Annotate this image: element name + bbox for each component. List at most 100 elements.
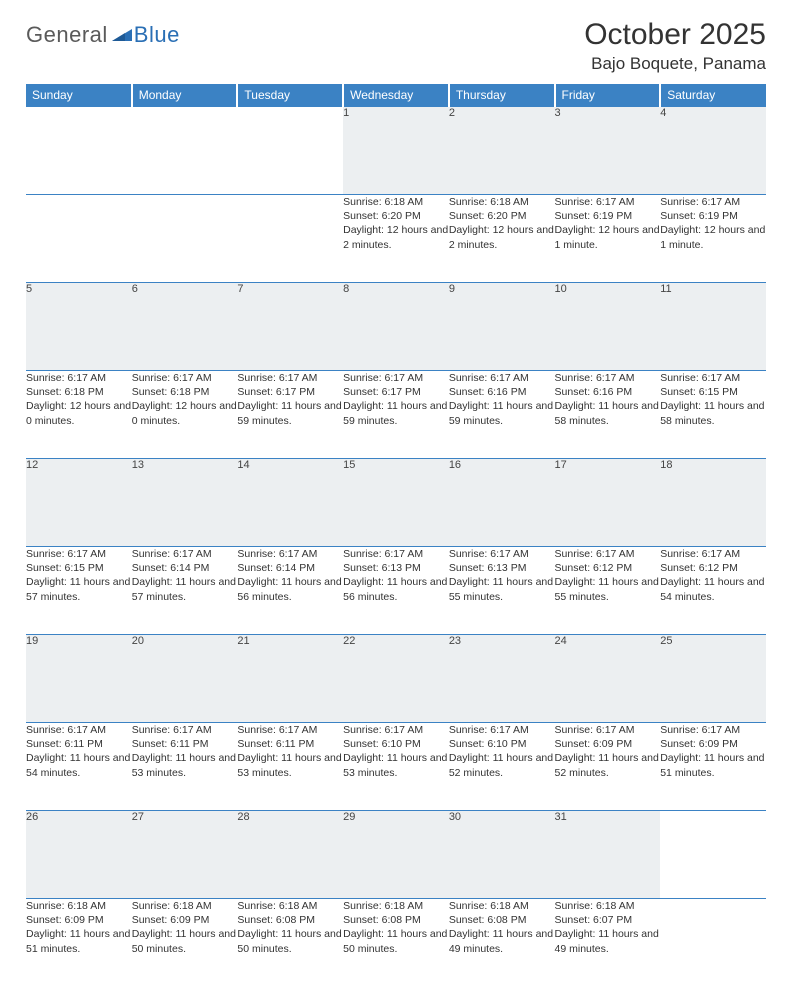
day-content-cell: Sunrise: 6:17 AMSunset: 6:15 PMDaylight:…: [660, 371, 766, 459]
title-block: October 2025 Bajo Boquete, Panama: [584, 18, 766, 74]
day-header: Monday: [132, 84, 238, 107]
day-number-cell: 20: [132, 635, 238, 723]
sunrise-text: Sunrise: 6:17 AM: [237, 371, 343, 385]
day-content-cell: Sunrise: 6:18 AMSunset: 6:09 PMDaylight:…: [132, 899, 238, 987]
week-content-row: Sunrise: 6:17 AMSunset: 6:11 PMDaylight:…: [26, 723, 766, 811]
sunset-text: Sunset: 6:11 PM: [26, 737, 132, 751]
day-header: Friday: [555, 84, 661, 107]
daylight-text: Daylight: 11 hours and 59 minutes.: [343, 399, 449, 427]
day-number-cell: 17: [555, 459, 661, 547]
daylight-text: Daylight: 12 hours and 0 minutes.: [132, 399, 238, 427]
day-number-cell: 22: [343, 635, 449, 723]
day-number-cell: 26: [26, 811, 132, 899]
sunrise-text: Sunrise: 6:18 AM: [343, 195, 449, 209]
day-content-cell: Sunrise: 6:17 AMSunset: 6:13 PMDaylight:…: [343, 547, 449, 635]
daylight-text: Daylight: 11 hours and 52 minutes.: [449, 751, 555, 779]
day-number-cell: 3: [555, 107, 661, 195]
week-daynum-row: 19202122232425: [26, 635, 766, 723]
sunset-text: Sunset: 6:12 PM: [660, 561, 766, 575]
daylight-text: Daylight: 11 hours and 58 minutes.: [555, 399, 661, 427]
daylight-text: Daylight: 11 hours and 53 minutes.: [237, 751, 343, 779]
day-number-cell: 1: [343, 107, 449, 195]
sunset-text: Sunset: 6:16 PM: [555, 385, 661, 399]
sunset-text: Sunset: 6:19 PM: [660, 209, 766, 223]
sunset-text: Sunset: 6:17 PM: [237, 385, 343, 399]
day-content-cell: Sunrise: 6:17 AMSunset: 6:11 PMDaylight:…: [26, 723, 132, 811]
day-header: Tuesday: [237, 84, 343, 107]
day-number-cell: 13: [132, 459, 238, 547]
sunrise-text: Sunrise: 6:17 AM: [26, 723, 132, 737]
sunrise-text: Sunrise: 6:17 AM: [132, 371, 238, 385]
week-daynum-row: 1234: [26, 107, 766, 195]
day-number-cell: 24: [555, 635, 661, 723]
day-content-cell: Sunrise: 6:18 AMSunset: 6:20 PMDaylight:…: [343, 195, 449, 283]
daylight-text: Daylight: 12 hours and 1 minute.: [555, 223, 661, 251]
sunrise-text: Sunrise: 6:17 AM: [343, 547, 449, 561]
day-content-cell: Sunrise: 6:17 AMSunset: 6:12 PMDaylight:…: [555, 547, 661, 635]
week-daynum-row: 567891011: [26, 283, 766, 371]
daylight-text: Daylight: 12 hours and 2 minutes.: [343, 223, 449, 251]
day-content-cell: [660, 899, 766, 987]
calendar-table: Sunday Monday Tuesday Wednesday Thursday…: [26, 84, 766, 987]
day-number-cell: 15: [343, 459, 449, 547]
calendar-body: 1234Sunrise: 6:18 AMSunset: 6:20 PMDayli…: [26, 107, 766, 987]
day-header-row: Sunday Monday Tuesday Wednesday Thursday…: [26, 84, 766, 107]
day-number-cell: 10: [555, 283, 661, 371]
day-content-cell: [237, 195, 343, 283]
daylight-text: Daylight: 11 hours and 54 minutes.: [26, 751, 132, 779]
day-content-cell: Sunrise: 6:18 AMSunset: 6:09 PMDaylight:…: [26, 899, 132, 987]
sunset-text: Sunset: 6:16 PM: [449, 385, 555, 399]
daylight-text: Daylight: 12 hours and 1 minute.: [660, 223, 766, 251]
sunset-text: Sunset: 6:13 PM: [343, 561, 449, 575]
sunrise-text: Sunrise: 6:17 AM: [132, 547, 238, 561]
day-number-cell: 19: [26, 635, 132, 723]
day-content-cell: Sunrise: 6:17 AMSunset: 6:14 PMDaylight:…: [237, 547, 343, 635]
week-content-row: Sunrise: 6:17 AMSunset: 6:15 PMDaylight:…: [26, 547, 766, 635]
sunrise-text: Sunrise: 6:17 AM: [237, 547, 343, 561]
sunset-text: Sunset: 6:11 PM: [237, 737, 343, 751]
sunset-text: Sunset: 6:13 PM: [449, 561, 555, 575]
sunset-text: Sunset: 6:09 PM: [26, 913, 132, 927]
sunrise-text: Sunrise: 6:18 AM: [449, 195, 555, 209]
day-header: Sunday: [26, 84, 132, 107]
day-number-cell: 8: [343, 283, 449, 371]
sunset-text: Sunset: 6:09 PM: [555, 737, 661, 751]
day-number-cell: 27: [132, 811, 238, 899]
day-number-cell: 23: [449, 635, 555, 723]
day-header: Saturday: [660, 84, 766, 107]
day-number-cell: [237, 107, 343, 195]
daylight-text: Daylight: 11 hours and 51 minutes.: [660, 751, 766, 779]
day-content-cell: Sunrise: 6:17 AMSunset: 6:16 PMDaylight:…: [555, 371, 661, 459]
daylight-text: Daylight: 11 hours and 58 minutes.: [660, 399, 766, 427]
daylight-text: Daylight: 11 hours and 53 minutes.: [343, 751, 449, 779]
sunset-text: Sunset: 6:19 PM: [555, 209, 661, 223]
logo-mark-icon: [112, 24, 132, 47]
day-number-cell: 12: [26, 459, 132, 547]
sunset-text: Sunset: 6:08 PM: [449, 913, 555, 927]
sunrise-text: Sunrise: 6:17 AM: [343, 723, 449, 737]
day-number-cell: 28: [237, 811, 343, 899]
sunrise-text: Sunrise: 6:17 AM: [132, 723, 238, 737]
daylight-text: Daylight: 11 hours and 49 minutes.: [555, 927, 661, 955]
sunset-text: Sunset: 6:10 PM: [343, 737, 449, 751]
daylight-text: Daylight: 11 hours and 59 minutes.: [449, 399, 555, 427]
sunrise-text: Sunrise: 6:17 AM: [26, 371, 132, 385]
day-header: Wednesday: [343, 84, 449, 107]
daylight-text: Daylight: 11 hours and 59 minutes.: [237, 399, 343, 427]
day-number-cell: [132, 107, 238, 195]
day-content-cell: Sunrise: 6:17 AMSunset: 6:17 PMDaylight:…: [343, 371, 449, 459]
day-content-cell: Sunrise: 6:17 AMSunset: 6:09 PMDaylight:…: [555, 723, 661, 811]
sunrise-text: Sunrise: 6:17 AM: [555, 195, 661, 209]
daylight-text: Daylight: 11 hours and 50 minutes.: [132, 927, 238, 955]
sunrise-text: Sunrise: 6:17 AM: [449, 371, 555, 385]
sunset-text: Sunset: 6:20 PM: [343, 209, 449, 223]
day-content-cell: Sunrise: 6:17 AMSunset: 6:11 PMDaylight:…: [132, 723, 238, 811]
daylight-text: Daylight: 11 hours and 50 minutes.: [343, 927, 449, 955]
day-content-cell: Sunrise: 6:17 AMSunset: 6:11 PMDaylight:…: [237, 723, 343, 811]
sunset-text: Sunset: 6:18 PM: [26, 385, 132, 399]
day-content-cell: [26, 195, 132, 283]
sunrise-text: Sunrise: 6:17 AM: [660, 547, 766, 561]
sunrise-text: Sunrise: 6:17 AM: [555, 547, 661, 561]
day-content-cell: Sunrise: 6:17 AMSunset: 6:13 PMDaylight:…: [449, 547, 555, 635]
day-number-cell: 9: [449, 283, 555, 371]
